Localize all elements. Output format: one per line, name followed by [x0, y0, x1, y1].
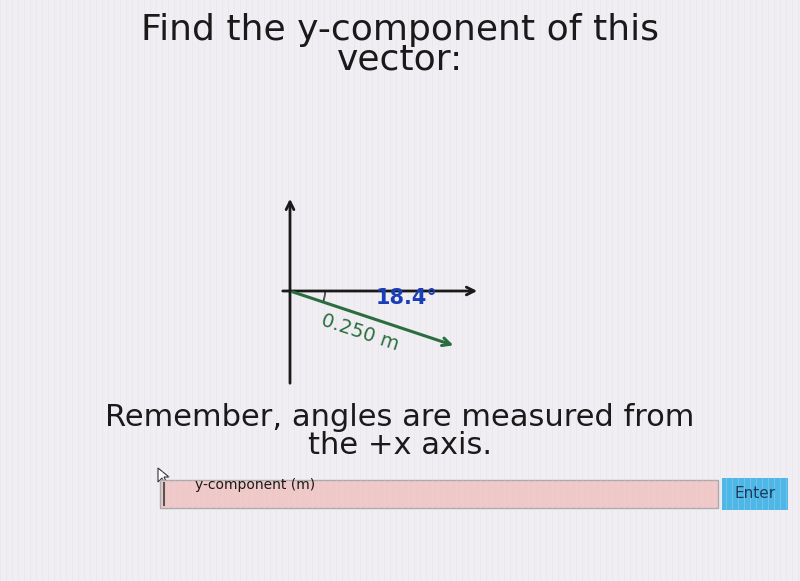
- Polygon shape: [158, 468, 169, 484]
- FancyBboxPatch shape: [722, 478, 788, 510]
- Text: y-component (m): y-component (m): [195, 478, 315, 492]
- Text: Enter: Enter: [734, 486, 775, 501]
- FancyBboxPatch shape: [160, 480, 718, 508]
- Text: 0.250 m: 0.250 m: [318, 311, 401, 354]
- Text: Remember, angles are measured from: Remember, angles are measured from: [106, 403, 694, 432]
- Text: Find the y-component of this: Find the y-component of this: [141, 13, 659, 47]
- Text: the +x axis.: the +x axis.: [308, 431, 492, 460]
- Text: 18.4°: 18.4°: [375, 288, 437, 308]
- Text: vector:: vector:: [337, 43, 463, 77]
